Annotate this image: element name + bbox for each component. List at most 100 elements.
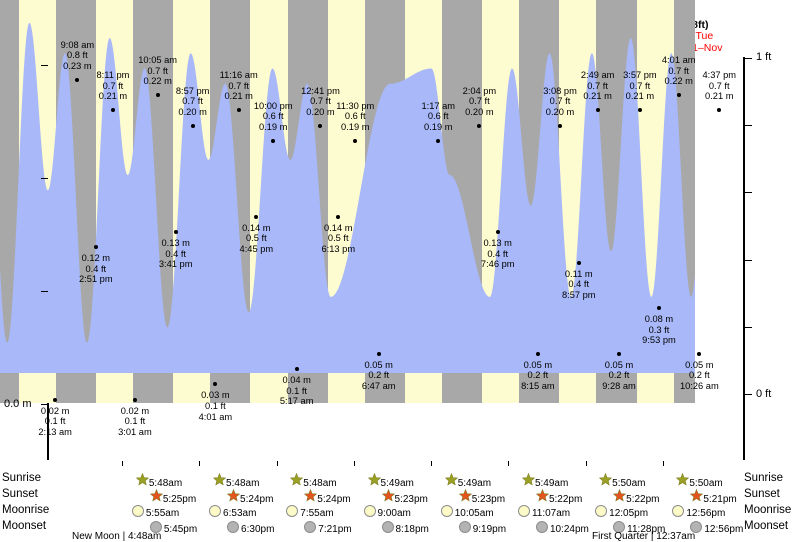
sunrise-entry: 5:50am xyxy=(599,473,646,489)
high-tide-point xyxy=(595,108,600,113)
sunset-time: 5:25pm xyxy=(162,494,197,505)
moonrise-entry: 9:00am xyxy=(363,505,411,519)
tide-height-ft: 0.1 ft xyxy=(205,400,226,411)
star-icon xyxy=(304,489,318,502)
tide-time: 8:11 pm xyxy=(96,70,130,81)
sunrise-time: 5:49am xyxy=(534,478,569,489)
x-tick-8 xyxy=(662,461,664,466)
y-tick-right-1 xyxy=(745,125,752,126)
low-tide-point xyxy=(173,230,178,235)
star-icon xyxy=(149,489,163,502)
tide-height-m: 0.22 m xyxy=(143,76,172,87)
tide-height-ft: 0.1 ft xyxy=(286,385,307,396)
moonrise-icon xyxy=(595,505,608,517)
low-tide-point xyxy=(53,397,58,402)
tide-height-ft: 0.7 ft xyxy=(469,96,490,107)
high-tide-point xyxy=(637,108,642,113)
tide-time: 6:13 pm xyxy=(321,244,356,255)
tide-time: 8:57 pm xyxy=(175,85,210,96)
tide-height-m: 0.04 m xyxy=(282,375,311,386)
low-tide-label: 0.13 m 0.4 ft 3:41 pm xyxy=(143,238,209,270)
high-tide-point xyxy=(717,108,722,113)
moonrise-icon xyxy=(131,505,144,517)
row-label-moonset-right: Moonset xyxy=(744,520,789,532)
tide-time: 3:01 am xyxy=(118,426,152,437)
low-tide-point xyxy=(254,214,259,219)
sunset-time: 5:22pm xyxy=(626,494,660,505)
sunset-entry: 5:24pm xyxy=(227,489,273,505)
sunrise-time: 5:48am xyxy=(303,478,337,489)
tide-height-ft: 0.3 ft xyxy=(648,324,670,335)
low-tide-label: 0.05 m 0.2 ft 9:28 am xyxy=(586,360,652,392)
tide-height-m: 0.05 m xyxy=(364,359,393,370)
tide-height-ft: 0.6 ft xyxy=(262,111,284,122)
sunset-entry: 5:24pm xyxy=(304,489,351,505)
moonset-icon xyxy=(458,521,471,533)
tide-height-m: 0.14 m xyxy=(324,222,353,233)
tide-height-ft: 0.7 ft xyxy=(668,65,690,76)
day-weekday: Tue xyxy=(695,30,714,42)
high-tide-point xyxy=(155,93,160,98)
moonset-entry: 12:56pm xyxy=(690,521,743,535)
star-icon xyxy=(227,489,241,502)
tide-height-ft: 0.2 ft xyxy=(689,370,710,381)
sunrise-time: 5:48am xyxy=(226,478,260,489)
low-tide-label: 0.05 m 0.2 ft 6:47 am xyxy=(346,360,412,392)
sunrise-entry: 5:48am xyxy=(290,473,337,489)
tide-time: 4:45 pm xyxy=(239,244,274,255)
tide-height-ft: 0.7 ft xyxy=(182,96,203,107)
moonrise-time: 6:53am xyxy=(223,508,257,519)
tide-height-m: 0.13 m xyxy=(161,238,190,249)
high-tide-point xyxy=(271,138,276,143)
tide-time: 2:49 am xyxy=(580,70,615,81)
moonset-icon xyxy=(227,521,240,533)
tide-time: 3:41 pm xyxy=(158,259,193,270)
tide-height-ft: 0.2 ft xyxy=(527,370,549,381)
low-tide-label: 0.11 m 0.4 ft 8:57 pm xyxy=(546,269,612,301)
tide-height-ft: 0.7 ft xyxy=(310,96,331,107)
tide-height-m: 0.08 m xyxy=(644,314,674,325)
moonrise-entry: 5:55am xyxy=(131,505,180,519)
moonset-icon xyxy=(690,521,703,533)
low-tide-point xyxy=(376,351,381,356)
row-label-moonrise-right: Moonrise xyxy=(744,504,792,516)
tide-height-m: 0.13 m xyxy=(483,238,512,249)
low-tide-point xyxy=(576,260,581,265)
tide-height-m: 0.11 m xyxy=(564,268,593,279)
tide-time: 8:57 pm xyxy=(561,289,596,300)
moonset-entry: 11:28pm xyxy=(613,521,665,535)
tide-height-m: 0.02 m xyxy=(40,405,70,416)
tide-height-m: 0.21 m xyxy=(98,91,128,102)
tide-height-m: 0.22 m xyxy=(664,76,693,87)
moonset-entry: 10:24pm xyxy=(535,521,589,535)
tide-height-ft: 0.6 ft xyxy=(344,111,366,122)
high-tide-point xyxy=(75,77,80,82)
moonrise-time: 10:05am xyxy=(454,508,494,519)
tide-time: 1:17 am xyxy=(421,100,456,111)
moon-phase-time: 4:48am xyxy=(127,531,162,542)
sunrise-entry: 5:49am xyxy=(444,473,492,489)
day-header-8: Tue 01–Nov xyxy=(646,30,763,54)
sunrise-time: 5:49am xyxy=(457,478,492,489)
moonrise-time: 5:55am xyxy=(145,508,180,519)
moonset-entry: 9:19pm xyxy=(458,521,506,535)
moonrise-time: 12:56pm xyxy=(686,508,726,519)
tide-time: 4:01 am xyxy=(661,55,696,66)
moon-phase-time: 12:37am xyxy=(656,531,696,542)
low-tide-point xyxy=(656,306,661,311)
moonset-time: 11:28pm xyxy=(627,524,666,535)
moonrise-entry: 11:07am xyxy=(517,505,570,519)
tide-height-ft: 0.4 ft xyxy=(85,263,107,274)
low-tide-label: 0.05 m 0.2 ft 8:15 am xyxy=(505,360,571,392)
row-label-moonrise-left: Moonrise xyxy=(2,504,50,516)
moonset-icon xyxy=(149,521,162,533)
high-tide-point xyxy=(318,123,323,128)
tide-curve xyxy=(0,22,695,373)
low-tide-label: 0.04 m 0.1 ft 5:17 am xyxy=(264,375,330,407)
moonset-time: 6:30pm xyxy=(241,524,275,535)
sunset-time: 5:24pm xyxy=(317,494,351,505)
x-tick-4 xyxy=(353,461,355,466)
tide-height-m: 0.20 m xyxy=(465,106,494,117)
moonrise-entry: 6:53am xyxy=(209,505,256,519)
tide-time: 6:47 am xyxy=(361,381,396,392)
